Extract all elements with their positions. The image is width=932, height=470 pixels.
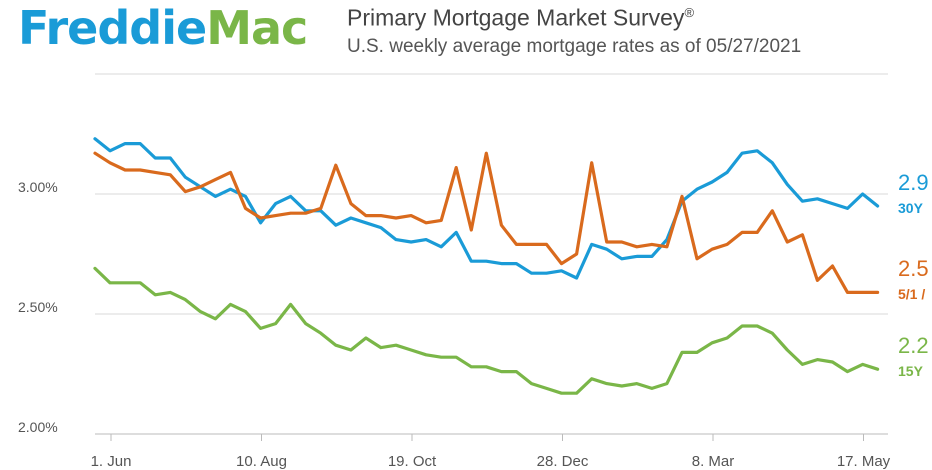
end-label-layer: 2.9 30Y 2.5 5/1 / 2.2 15Y xyxy=(898,170,929,379)
x-tick-label: 19. Oct xyxy=(388,453,437,470)
series-line-5-1-arm xyxy=(93,151,880,294)
series-name-label: 30Y xyxy=(898,200,924,216)
logo-word-mac: Mac xyxy=(206,1,308,55)
series-line-15y xyxy=(93,266,880,395)
end-value-label: 2.2 xyxy=(898,333,929,358)
chart-title-text: Primary Mortgage Market Survey xyxy=(347,4,685,31)
y-tick-label: 2.00% xyxy=(18,419,58,435)
series-name-label: 5/1 / xyxy=(898,286,925,302)
grid-layer xyxy=(95,73,888,435)
series-layer xyxy=(93,137,880,395)
chart-subtitle: U.S. weekly average mortgage rates as of… xyxy=(347,36,802,57)
series-name-label: 15Y xyxy=(898,363,924,379)
end-value-label: 2.5 xyxy=(898,256,929,281)
x-tick-label: 10. Aug xyxy=(236,453,287,470)
freddie-mac-logo: FreddieMac xyxy=(18,1,308,55)
y-tick-label: 3.00% xyxy=(18,179,58,195)
x-tick-label: 8. Mar xyxy=(692,453,735,470)
logo-word-freddie: Freddie xyxy=(18,1,207,55)
end-value-label: 2.9 xyxy=(898,170,929,195)
y-tick-label: 2.50% xyxy=(18,299,58,315)
registered-mark: ® xyxy=(684,5,695,20)
x-tick-label: 28. Dec xyxy=(537,453,589,470)
series-line-30y xyxy=(93,137,880,280)
axis-layer: 3.00% 2.50% 2.00% 1. Jun 10. Aug 19. Oct 28. D… xyxy=(18,179,891,470)
x-tick-label: 17. May xyxy=(837,453,891,470)
chart-title: Primary Mortgage Market Survey® xyxy=(347,0,694,31)
x-tick-label: 1. Jun xyxy=(91,453,132,470)
